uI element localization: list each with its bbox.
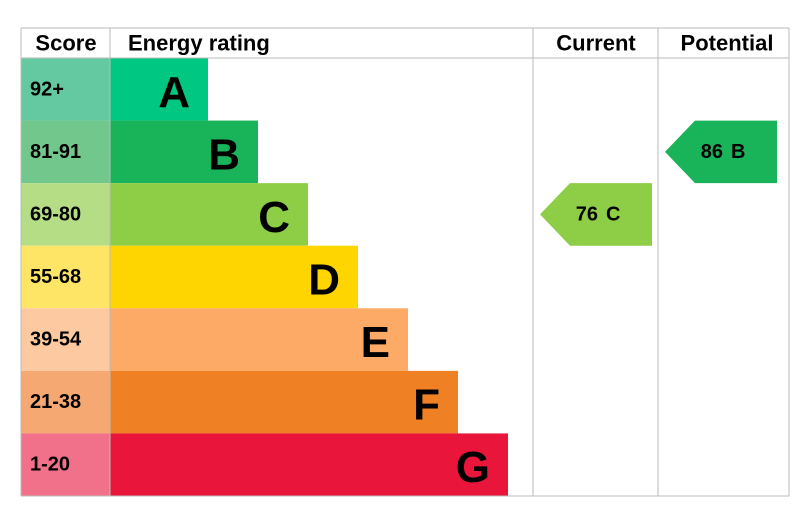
rating-bar: [110, 433, 508, 496]
header-potential: Potential: [681, 31, 774, 56]
score-cell: [21, 370, 110, 434]
score-label: 69-80: [30, 203, 81, 225]
rating-letter: C: [258, 193, 290, 242]
score-label: 55-68: [30, 266, 81, 288]
rating-letter: G: [456, 443, 490, 492]
header-score: Score: [35, 31, 96, 56]
header-rating: Energy rating: [128, 31, 270, 56]
score-label: 1-20: [30, 454, 70, 476]
rating-bar: [110, 370, 458, 434]
rating-letter: F: [413, 381, 440, 430]
score-cell: [21, 120, 110, 184]
rating-bar: [110, 120, 258, 184]
score-cell: [21, 433, 110, 496]
rating-letter: B: [208, 130, 240, 179]
rating-letter: E: [361, 318, 390, 367]
rating-bar: [110, 58, 208, 121]
current-letter: C: [606, 203, 620, 225]
current-arrow: [540, 183, 652, 246]
score-cell: [21, 183, 110, 246]
score-label: 92+: [30, 78, 64, 100]
potential-arrow: [665, 120, 777, 184]
score-cell: [21, 308, 110, 371]
score-label: 39-54: [30, 329, 82, 351]
rating-letter: D: [308, 256, 340, 305]
score-cell: [21, 58, 110, 121]
header-current: Current: [556, 31, 636, 56]
potential-score: 86: [701, 141, 723, 163]
current-score: 76: [576, 203, 598, 225]
score-label: 21-38: [30, 391, 81, 413]
rating-bar: [110, 245, 358, 309]
score-label: 81-91: [30, 141, 81, 163]
rating-bar: [110, 183, 308, 246]
rating-bar: [110, 308, 408, 371]
score-cell: [21, 245, 110, 309]
rating-letter: A: [158, 68, 190, 117]
potential-letter: B: [731, 141, 745, 163]
